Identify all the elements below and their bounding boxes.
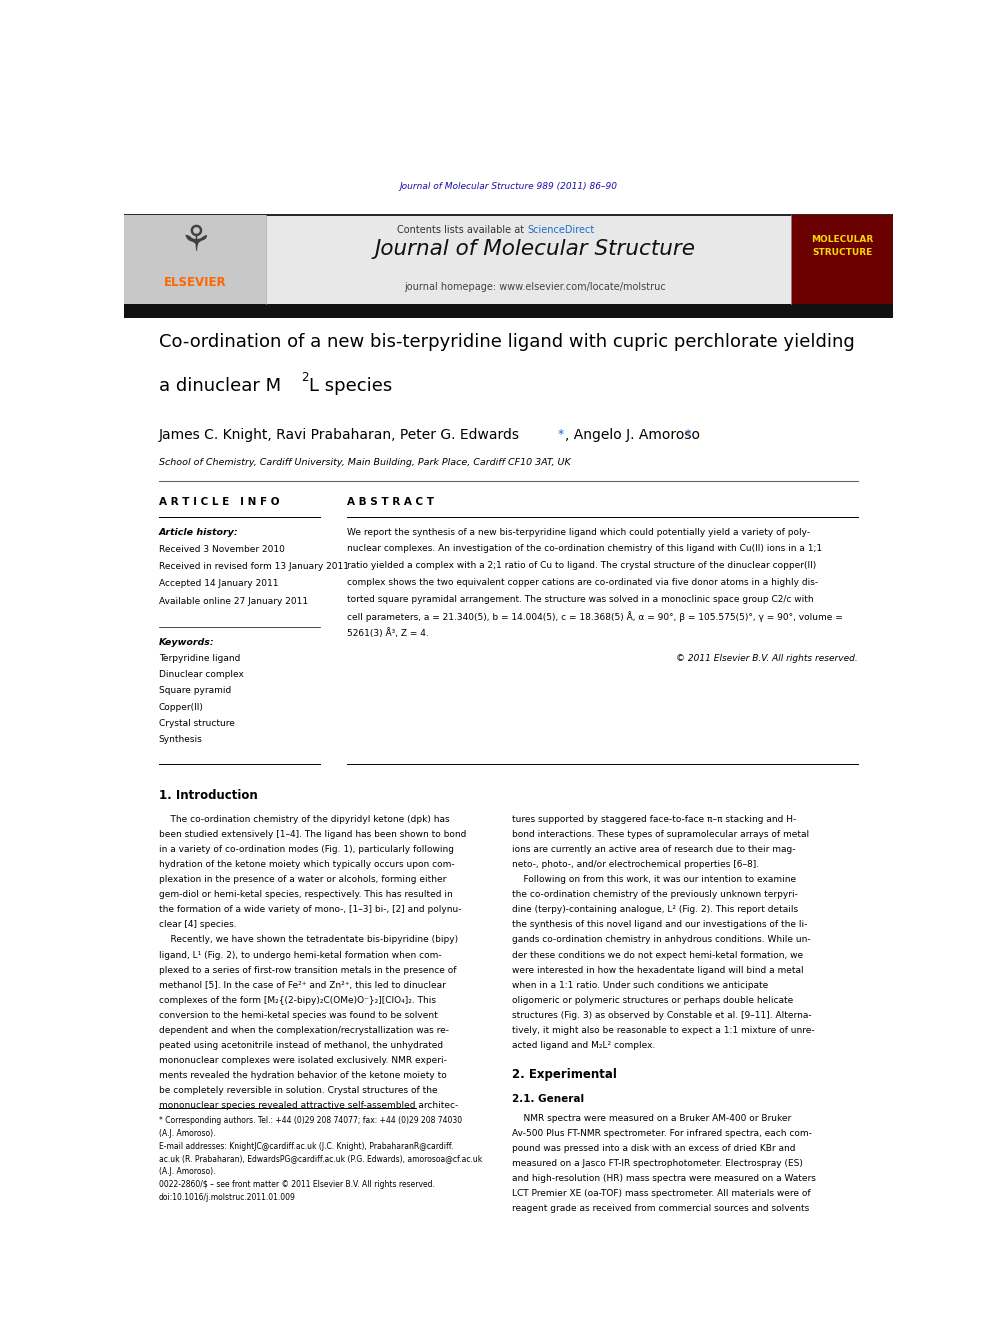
Text: pound was pressed into a disk with an excess of dried KBr and: pound was pressed into a disk with an ex… <box>512 1144 796 1154</box>
Text: ELSEVIER: ELSEVIER <box>165 275 227 288</box>
Text: be completely reversible in solution. Crystal structures of the: be completely reversible in solution. Cr… <box>159 1086 437 1095</box>
Text: were interested in how the hexadentate ligand will bind a metal: were interested in how the hexadentate l… <box>512 966 804 975</box>
Text: torted square pyramidal arrangement. The structure was solved in a monoclinic sp: torted square pyramidal arrangement. The… <box>347 595 813 603</box>
Text: mononuclear complexes were isolated exclusively. NMR experi-: mononuclear complexes were isolated excl… <box>159 1056 446 1065</box>
Text: ac.uk (R. Prabaharan), EdwardsPG@cardiff.ac.uk (P.G. Edwards), amorosoa@cf.ac.uk: ac.uk (R. Prabaharan), EdwardsPG@cardiff… <box>159 1155 482 1163</box>
Text: when in a 1:1 ratio. Under such conditions we anticipate: when in a 1:1 ratio. Under such conditio… <box>512 980 769 990</box>
Text: reagent grade as received from commercial sources and solvents: reagent grade as received from commercia… <box>512 1204 809 1213</box>
Text: ScienceDirect: ScienceDirect <box>528 225 595 235</box>
Text: Received 3 November 2010: Received 3 November 2010 <box>159 545 285 554</box>
Text: Article history:: Article history: <box>159 528 238 537</box>
Text: * Corresponding authors. Tel.: +44 (0)29 208 74077; fax: +44 (0)29 208 74030: * Corresponding authors. Tel.: +44 (0)29… <box>159 1117 461 1126</box>
Text: , Angelo J. Amoroso: , Angelo J. Amoroso <box>564 427 699 442</box>
Text: nuclear complexes. An investigation of the co-ordination chemistry of this ligan: nuclear complexes. An investigation of t… <box>347 544 822 553</box>
Text: peated using acetonitrile instead of methanol, the unhydrated: peated using acetonitrile instead of met… <box>159 1041 442 1050</box>
Text: hydration of the ketone moiety which typically occurs upon com-: hydration of the ketone moiety which typ… <box>159 860 454 869</box>
Text: structures (Fig. 3) as observed by Constable et al. [9–11]. Alterna-: structures (Fig. 3) as observed by Const… <box>512 1011 811 1020</box>
Text: 2.1. General: 2.1. General <box>512 1094 584 1103</box>
Text: cell parameters, a = 21.340(5), b = 14.004(5), c = 18.368(5) Å, α = 90°, β = 105: cell parameters, a = 21.340(5), b = 14.0… <box>347 611 842 622</box>
Text: the synthesis of this novel ligand and our investigations of the li-: the synthesis of this novel ligand and o… <box>512 921 807 929</box>
Text: MOLECULAR: MOLECULAR <box>810 235 873 245</box>
Text: LCT Premier XE (oa-TOF) mass spectrometer. All materials were of: LCT Premier XE (oa-TOF) mass spectromete… <box>512 1189 810 1199</box>
Text: School of Chemistry, Cardiff University, Main Building, Park Place, Cardiff CF10: School of Chemistry, Cardiff University,… <box>159 458 570 467</box>
Text: ments revealed the hydration behavior of the ketone moiety to: ments revealed the hydration behavior of… <box>159 1072 446 1080</box>
Text: *: * <box>684 427 690 441</box>
Text: We report the synthesis of a new bis-terpyridine ligand which could potentially : We report the synthesis of a new bis-ter… <box>347 528 810 537</box>
Text: acted ligand and M₂L² complex.: acted ligand and M₂L² complex. <box>512 1041 656 1050</box>
Text: Available online 27 January 2011: Available online 27 January 2011 <box>159 597 308 606</box>
Text: ligand, L¹ (Fig. 2), to undergo hemi-ketal formation when com-: ligand, L¹ (Fig. 2), to undergo hemi-ket… <box>159 950 441 959</box>
Text: plexed to a series of first-row transition metals in the presence of: plexed to a series of first-row transiti… <box>159 966 456 975</box>
FancyBboxPatch shape <box>124 214 266 304</box>
Text: STRUCTURE: STRUCTURE <box>811 247 872 257</box>
Text: © 2011 Elsevier B.V. All rights reserved.: © 2011 Elsevier B.V. All rights reserved… <box>677 654 858 663</box>
FancyBboxPatch shape <box>124 304 893 318</box>
Text: Dinuclear complex: Dinuclear complex <box>159 671 243 679</box>
Text: complex shows the two equivalent copper cations are co-ordinated via five donor : complex shows the two equivalent copper … <box>347 578 818 587</box>
Text: gands co-ordination chemistry in anhydrous conditions. While un-: gands co-ordination chemistry in anhydro… <box>512 935 810 945</box>
Text: been studied extensively [1–4]. The ligand has been shown to bond: been studied extensively [1–4]. The liga… <box>159 830 466 839</box>
Text: complexes of the form [M₂{(2-bipy)₂C(OMe)O⁻}₂][ClO₄]₂. This: complexes of the form [M₂{(2-bipy)₂C(OMe… <box>159 996 435 1004</box>
Text: A B S T R A C T: A B S T R A C T <box>347 497 434 507</box>
Text: Journal of Molecular Structure 989 (2011) 86–90: Journal of Molecular Structure 989 (2011… <box>400 183 617 192</box>
Text: 1. Introduction: 1. Introduction <box>159 790 257 802</box>
Text: E-mail addresses: KnightJC@cardiff.ac.uk (J.C. Knight), PrabaharanR@cardiff.: E-mail addresses: KnightJC@cardiff.ac.uk… <box>159 1142 453 1151</box>
Text: dine (terpy)-containing analogue, L² (Fig. 2). This report details: dine (terpy)-containing analogue, L² (Fi… <box>512 905 799 914</box>
Text: neto-, photo-, and/or electrochemical properties [6–8].: neto-, photo-, and/or electrochemical pr… <box>512 860 759 869</box>
Text: mononuclear species revealed attractive self-assembled architec-: mononuclear species revealed attractive … <box>159 1101 458 1110</box>
Text: Following on from this work, it was our intention to examine: Following on from this work, it was our … <box>512 875 797 884</box>
Text: tively, it might also be reasonable to expect a 1:1 mixture of unre-: tively, it might also be reasonable to e… <box>512 1025 814 1035</box>
Text: bond interactions. These types of supramolecular arrays of metal: bond interactions. These types of supram… <box>512 830 809 839</box>
Text: A R T I C L E   I N F O: A R T I C L E I N F O <box>159 497 279 507</box>
Text: in a variety of co-ordination modes (Fig. 1), particularly following: in a variety of co-ordination modes (Fig… <box>159 845 453 853</box>
Text: The co-ordination chemistry of the dipyridyl ketone (dpk) has: The co-ordination chemistry of the dipyr… <box>159 815 449 824</box>
Text: 2: 2 <box>301 370 309 384</box>
FancyBboxPatch shape <box>792 214 893 304</box>
FancyBboxPatch shape <box>124 214 893 304</box>
Text: ratio yielded a complex with a 2;1 ratio of Cu to ligand. The crystal structure : ratio yielded a complex with a 2;1 ratio… <box>347 561 816 570</box>
Text: Co-ordination of a new bis-terpyridine ligand with cupric perchlorate yielding: Co-ordination of a new bis-terpyridine l… <box>159 333 854 351</box>
Text: Crystal structure: Crystal structure <box>159 720 234 728</box>
Text: (A.J. Amoroso).: (A.J. Amoroso). <box>159 1167 215 1176</box>
Text: Terpyridine ligand: Terpyridine ligand <box>159 654 240 663</box>
Text: NMR spectra were measured on a Bruker AM-400 or Bruker: NMR spectra were measured on a Bruker AM… <box>512 1114 792 1123</box>
Text: Accepted 14 January 2011: Accepted 14 January 2011 <box>159 579 278 589</box>
Text: Square pyramid: Square pyramid <box>159 687 231 696</box>
Text: conversion to the hemi-ketal species was found to be solvent: conversion to the hemi-ketal species was… <box>159 1011 437 1020</box>
Text: Journal of Molecular Structure: Journal of Molecular Structure <box>375 239 695 259</box>
Text: a dinuclear M: a dinuclear M <box>159 377 281 394</box>
Text: dependent and when the complexation/recrystallization was re-: dependent and when the complexation/recr… <box>159 1025 448 1035</box>
Text: *: * <box>558 427 563 441</box>
Text: (A.J. Amoroso).: (A.J. Amoroso). <box>159 1129 215 1138</box>
Text: 2. Experimental: 2. Experimental <box>512 1068 617 1081</box>
Text: Synthesis: Synthesis <box>159 736 202 745</box>
Text: Received in revised form 13 January 2011: Received in revised form 13 January 2011 <box>159 562 348 572</box>
Text: measured on a Jasco FT-IR spectrophotometer. Electrospray (ES): measured on a Jasco FT-IR spectrophotome… <box>512 1159 804 1168</box>
Text: ions are currently an active area of research due to their mag-: ions are currently an active area of res… <box>512 845 796 853</box>
Text: 0022-2860/$ – see front matter © 2011 Elsevier B.V. All rights reserved.: 0022-2860/$ – see front matter © 2011 El… <box>159 1180 434 1189</box>
Text: Keywords:: Keywords: <box>159 638 214 647</box>
Text: L species: L species <box>309 377 392 394</box>
Text: 5261(3) Å³, Z = 4.: 5261(3) Å³, Z = 4. <box>347 628 429 638</box>
Text: tures supported by staggered face-to-face π–π stacking and H-: tures supported by staggered face-to-fac… <box>512 815 797 824</box>
Text: the co-ordination chemistry of the previously unknown terpyri-: the co-ordination chemistry of the previ… <box>512 890 799 900</box>
Text: James C. Knight, Ravi Prabaharan, Peter G. Edwards: James C. Knight, Ravi Prabaharan, Peter … <box>159 427 520 442</box>
Text: doi:10.1016/j.molstruc.2011.01.009: doi:10.1016/j.molstruc.2011.01.009 <box>159 1193 296 1201</box>
Text: journal homepage: www.elsevier.com/locate/molstruc: journal homepage: www.elsevier.com/locat… <box>405 282 667 292</box>
Text: Recently, we have shown the tetradentate bis-bipyridine (bipy): Recently, we have shown the tetradentate… <box>159 935 457 945</box>
Text: clear [4] species.: clear [4] species. <box>159 921 236 929</box>
Text: the formation of a wide variety of mono-, [1–3] bi-, [2] and polynu-: the formation of a wide variety of mono-… <box>159 905 461 914</box>
Text: Av-500 Plus FT-NMR spectrometer. For infrared spectra, each com-: Av-500 Plus FT-NMR spectrometer. For inf… <box>512 1129 812 1138</box>
Text: gem-diol or hemi-ketal species, respectively. This has resulted in: gem-diol or hemi-ketal species, respecti… <box>159 890 452 900</box>
Text: methanol [5]. In the case of Fe²⁺ and Zn²⁺, this led to dinuclear: methanol [5]. In the case of Fe²⁺ and Zn… <box>159 980 445 990</box>
Text: Copper(II): Copper(II) <box>159 703 203 712</box>
Text: plexation in the presence of a water or alcohols, forming either: plexation in the presence of a water or … <box>159 875 446 884</box>
Text: ⚘: ⚘ <box>180 225 211 258</box>
Text: der these conditions we do not expect hemi-ketal formation, we: der these conditions we do not expect he… <box>512 950 804 959</box>
Text: and high-resolution (HR) mass spectra were measured on a Waters: and high-resolution (HR) mass spectra we… <box>512 1175 816 1183</box>
Text: Contents lists available at: Contents lists available at <box>398 225 528 235</box>
Text: oligomeric or polymeric structures or perhaps double helicate: oligomeric or polymeric structures or pe… <box>512 996 794 1004</box>
